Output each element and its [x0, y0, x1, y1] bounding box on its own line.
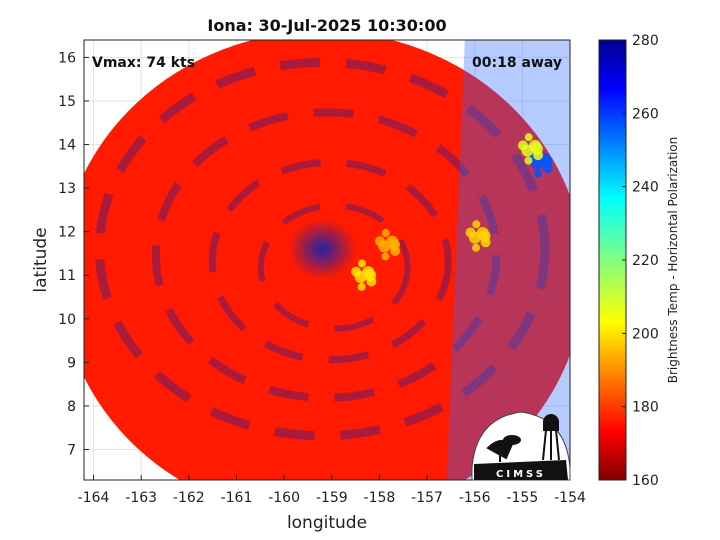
colorbar: 160 180 200 220 240 260 280 Brightness Temp - …: [598, 33, 680, 489]
y-tick-label: 11: [58, 268, 76, 284]
spiral-band: [151, 108, 501, 402]
x-tick-label: -157: [411, 490, 443, 506]
x-tick-label: -154: [554, 490, 586, 506]
logo-text: CIMSS: [496, 469, 546, 480]
plot-frame: [83, 39, 571, 481]
y-tick-label: 13: [58, 181, 76, 197]
colorbar-tick-label: 280: [632, 33, 659, 49]
y-tick-label: 7: [67, 443, 76, 459]
x-tick-label: -158: [364, 490, 396, 506]
x-tick-label: -155: [506, 490, 538, 506]
colorbar-tick-label: 260: [632, 106, 659, 122]
x-tick-label: -159: [316, 490, 348, 506]
y-tick-label: 15: [58, 94, 76, 110]
vmax-annotation: Vmax: 74 kts: [92, 55, 195, 71]
y-tick-label: 14: [58, 138, 76, 154]
x-tick-label: -163: [125, 490, 157, 506]
y-tick-label: 9: [67, 355, 76, 371]
time-away-annotation: 00:18 away: [472, 55, 562, 71]
storm-core: [288, 219, 357, 280]
water-tower-icon: [542, 414, 560, 461]
y-tick-label: 12: [58, 225, 76, 241]
x-axis-label: longitude: [287, 513, 367, 533]
dish-icon: [503, 435, 521, 445]
cimss-logo: CIMSS: [471, 411, 571, 481]
y-tick-label: 16: [58, 50, 76, 66]
feature-blob: [374, 229, 401, 261]
x-tick-label: -156: [459, 490, 491, 506]
colorbar-gradient: [598, 39, 627, 481]
feature-blob: [465, 220, 491, 252]
colorbar-ticks: 160 180 200 220 240 260 280: [622, 33, 659, 489]
feature-blob: [517, 133, 544, 165]
x-tick-label: -161: [221, 490, 253, 506]
x-tick-label: -162: [173, 490, 205, 506]
colorbar-tick-label: 240: [632, 180, 659, 196]
x-tick-label: -160: [268, 490, 300, 506]
y-axis-label: latitude: [31, 227, 51, 292]
colorbar-tick-label: 220: [632, 253, 659, 269]
y-axis: 7 8 9 10 11 12 13 14 15 16: [58, 50, 89, 459]
chart-title: Iona: 30-Jul-2025 10:30:00: [207, 16, 446, 35]
x-tick-label: -164: [78, 490, 110, 506]
y-tick-label: 8: [67, 399, 76, 415]
y-tick-label: 10: [58, 312, 76, 328]
spiral-band: [94, 57, 550, 441]
colorbar-tick-label: 200: [632, 326, 659, 342]
colorbar-tick-label: 180: [632, 400, 659, 416]
colorbar-tick-label: 160: [632, 473, 659, 489]
swath-layer: [84, 40, 570, 480]
colorbar-label: Brightness Temp - Horizontal Polarizatio…: [666, 137, 680, 384]
spiral-band: [208, 158, 452, 364]
feature-blob: [351, 259, 377, 291]
spiral-band: [257, 202, 411, 332]
